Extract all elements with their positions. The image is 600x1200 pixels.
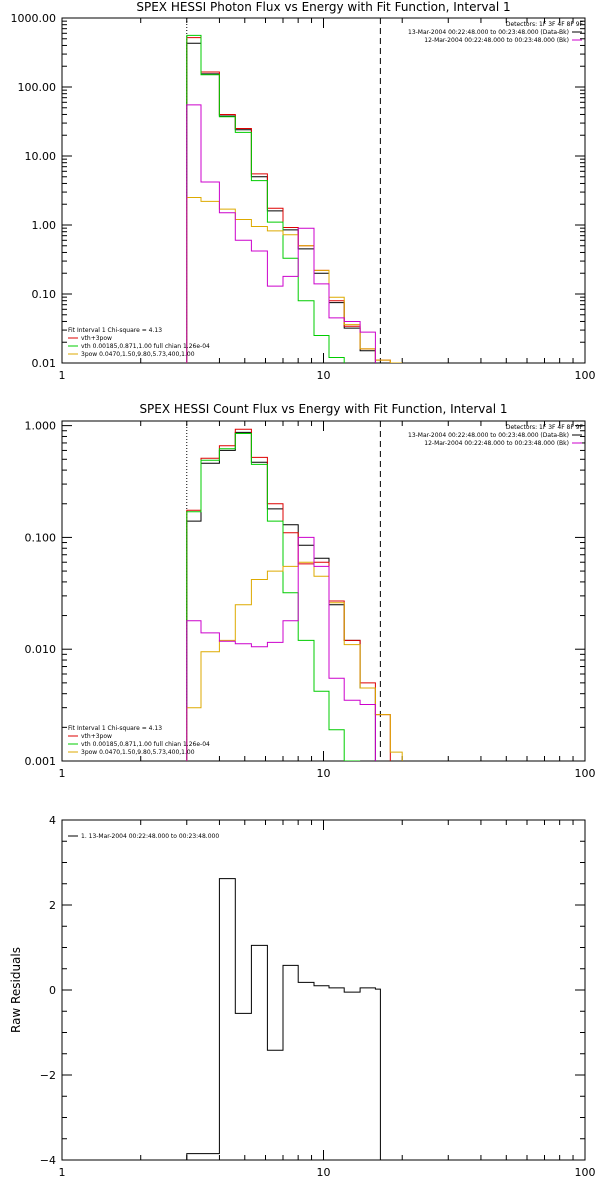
plot-frame [61,420,586,762]
series-0-histogram [186,42,376,363]
series-1-histogram [186,428,391,761]
series-0-histogram [186,431,376,761]
y-tick-label: 1000.00 [11,12,57,25]
x-tick-label: 1 [59,767,66,780]
y-tick-label: 10.00 [25,150,57,163]
series-3-histogram [186,197,403,363]
data-series-group [186,878,381,1160]
data-series-group [186,428,403,761]
series-4-histogram [186,536,376,761]
series-2-histogram [186,433,361,761]
y-tick-label: 0.01 [32,357,57,370]
x-tick-label: 10 [317,1166,331,1179]
plot-frame [61,17,586,364]
x-tick-label: 10 [317,767,331,780]
panel-photon-flux: SPEX HESSI Photon Flux vs Energy with Fi… [11,0,596,382]
legend-entry: 12-Mar-2004 00:22:48.000 to 00:23:48.000… [424,440,569,447]
x-tick-label: 100 [575,1166,596,1179]
x-tick-label: 1 [59,369,66,382]
legend-entry: 3pow 0.0470,1.50,9.80,5.73,400,1.00 [81,749,195,756]
legend-header: Fit Interval 1 Chi-square = 4.13 [68,327,162,334]
series-3-histogram [186,561,403,761]
y-tick-label: 100.00 [18,81,57,94]
plot-frame [61,819,586,1161]
legend-interval: 1. 13-Mar-2004 00:22:48.000 to 00:23:48.… [68,833,219,840]
x-tick-label: 10 [317,369,331,382]
chart-title: SPEX HESSI Count Flux vs Energy with Fit… [139,402,507,416]
series-0-histogram [186,878,381,1160]
y-tick-label: 4 [49,814,56,827]
legend-fit: Fit Interval 1 Chi-square = 4.13vth+3pow… [68,725,210,756]
legend-header: Detectors: 1F 3F 4F 8F 9F [506,21,584,28]
x-tick-label: 1 [59,1166,66,1179]
legend-entry: 13-Mar-2004 00:22:48.000 to 00:23:48.000… [408,29,569,36]
y-tick-label: 0.001 [25,755,57,768]
chart-title: SPEX HESSI Photon Flux vs Energy with Fi… [136,0,510,14]
legend-entry: vth+3pow [81,335,112,342]
panel-count-flux: SPEX HESSI Count Flux vs Energy with Fit… [25,402,596,780]
y-tick-label: 0.010 [25,643,57,656]
legend-entry: 12-Mar-2004 00:22:48.000 to 00:23:48.000… [424,37,569,44]
y-axis-label: Raw Residuals [9,947,23,1033]
legend-entry: 13-Mar-2004 00:22:48.000 to 00:23:48.000… [408,432,569,439]
y-tick-label: 0.100 [25,531,57,544]
y-tick-label: 1.00 [32,219,57,232]
legend-header: Detectors: 1F 3F 4F 8F 9F [506,424,584,431]
legend-fit: Fit Interval 1 Chi-square = 4.13vth+3pow… [68,327,210,358]
panel-raw-residuals: 1 10 100 −4 −2 0 2 4 Raw Residuals 1. 13-Mar-2004… [9,814,596,1179]
x-tick-label: 100 [575,369,596,382]
x-tick-label: 100 [575,767,596,780]
legend-entry: vth 0.00185,0.871,1.00 full chian 1.26e-… [81,343,210,350]
y-tick-label: −4 [40,1154,56,1167]
y-tick-label: 0.10 [32,288,57,301]
series-1-histogram [186,37,391,363]
legend-entry: vth 0.00185,0.871,1.00 full chian 1.26e-… [81,741,210,748]
legend-entry: 3pow 0.0470,1.50,9.80,5.73,400,1.00 [81,351,195,358]
legend-entry: vth+3pow [81,733,112,740]
series-4-histogram [186,104,376,363]
series-2-histogram [186,34,345,363]
y-tick-label: −2 [40,1069,56,1082]
legend-header: Fit Interval 1 Chi-square = 4.13 [68,725,162,732]
y-tick-label: 1.000 [25,420,57,433]
legend-entry: 1. 13-Mar-2004 00:22:48.000 to 00:23:48.… [81,833,219,840]
y-tick-label: 0 [49,984,56,997]
data-series-group [186,34,403,363]
y-tick-label: 2 [49,899,56,912]
